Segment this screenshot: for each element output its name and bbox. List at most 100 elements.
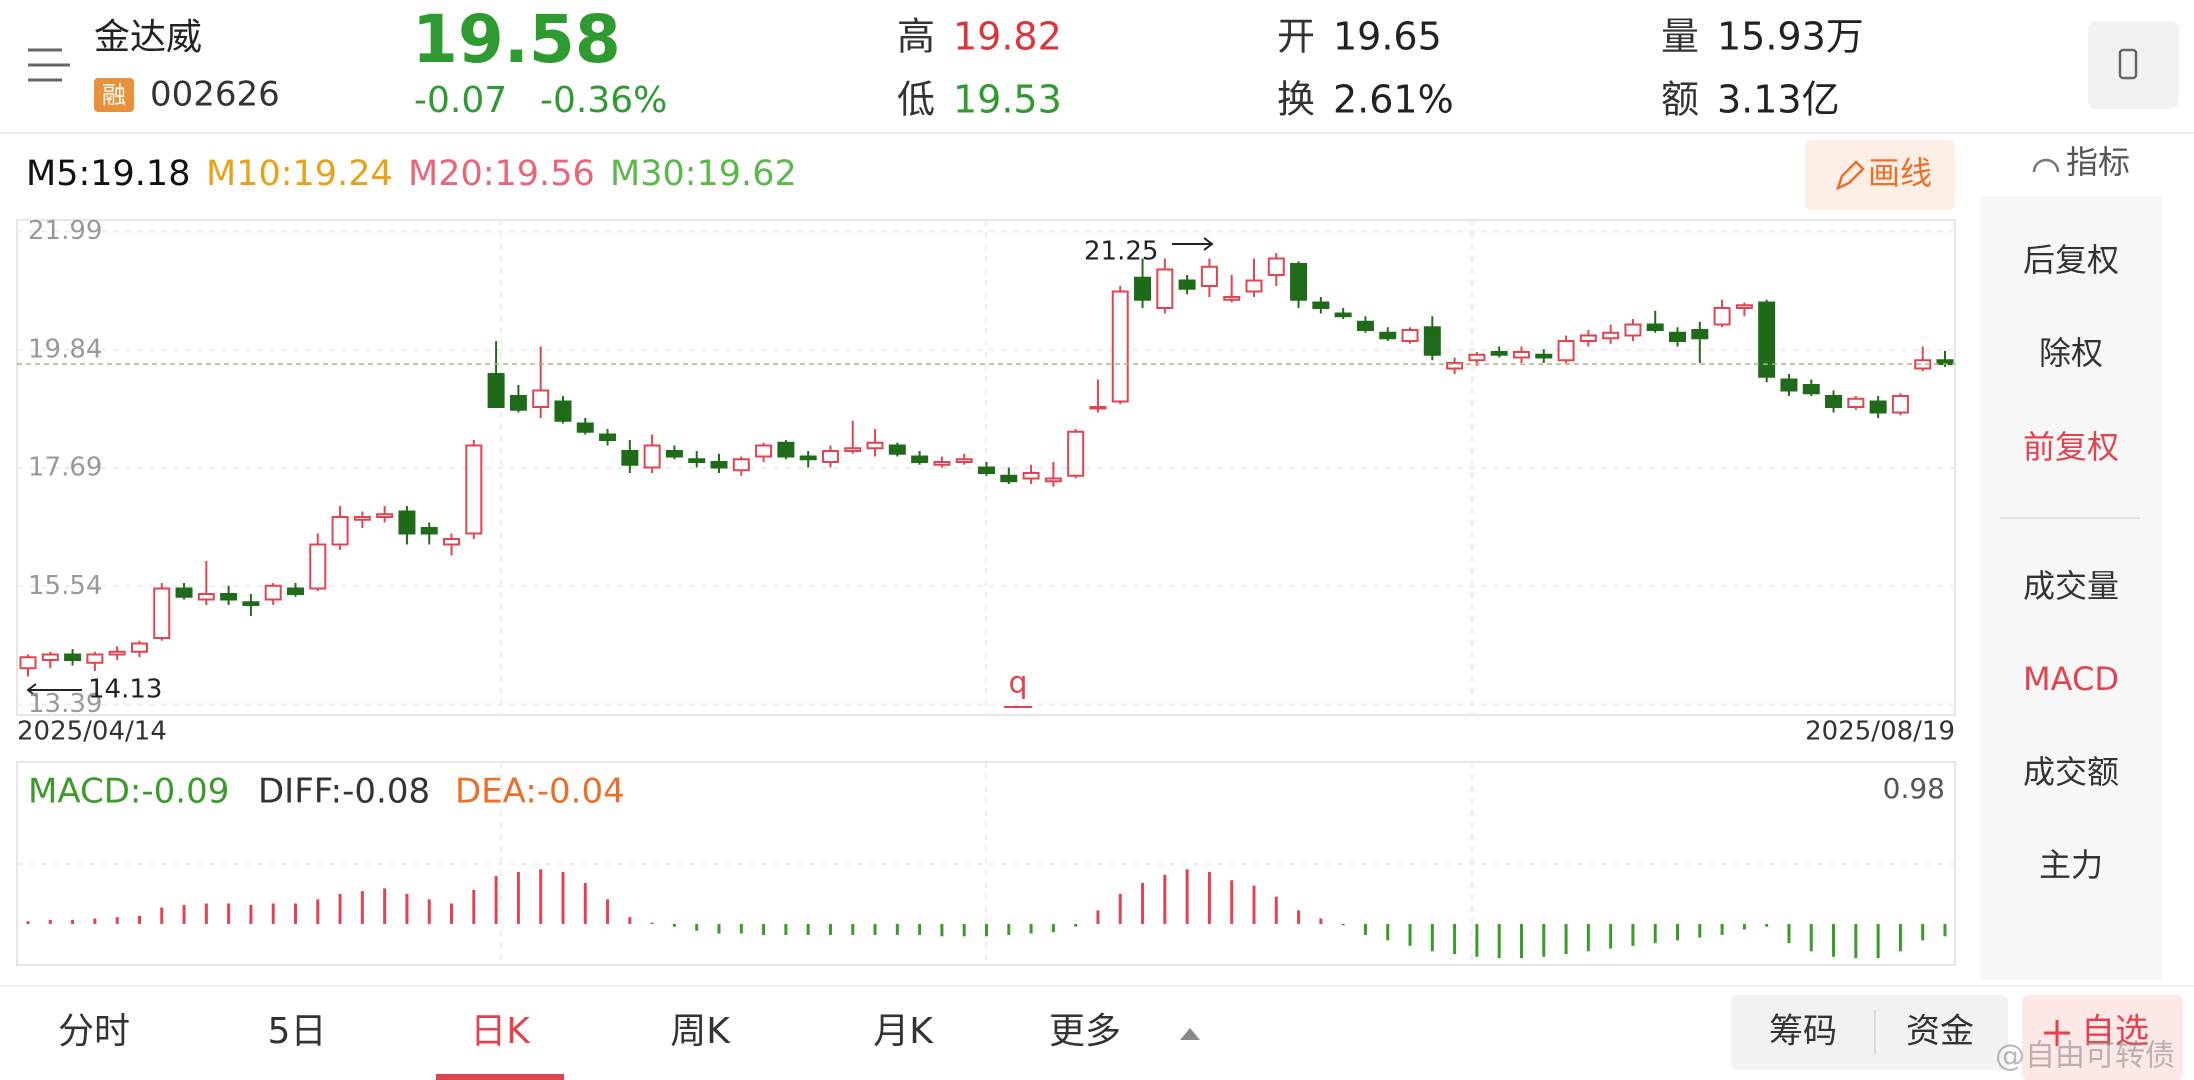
candle-body <box>1312 301 1330 309</box>
device-icon <box>2118 48 2138 80</box>
candle-body <box>1468 353 1486 362</box>
candle-body <box>1379 331 1397 340</box>
min-label: 14.13 <box>88 675 162 705</box>
tab[interactable]: 分时 <box>58 1011 130 1052</box>
side-menu-item[interactable]: MACD <box>2023 660 2119 698</box>
side-menu-item[interactable]: 除权 <box>2039 334 2103 372</box>
candle-body <box>242 601 260 606</box>
candle-body <box>554 400 572 422</box>
stat-value: 19.53 <box>953 78 1062 122</box>
candle-body <box>1735 304 1753 309</box>
tab[interactable]: 更多 <box>1049 1011 1121 1052</box>
candle-body <box>1579 334 1597 342</box>
stat-label: 额 <box>1661 78 1699 122</box>
ma-legend: M20:19.56 <box>408 154 595 194</box>
candle-body <box>264 584 282 601</box>
candle-body <box>710 461 728 469</box>
candle-body <box>1713 307 1731 326</box>
candle-body <box>64 653 82 661</box>
side-menu-item[interactable]: 后复权 <box>2023 241 2119 279</box>
candle-body <box>1245 279 1263 293</box>
device-button[interactable] <box>2088 21 2179 109</box>
candle-body <box>1067 430 1085 477</box>
tab[interactable]: 5日 <box>268 1011 327 1052</box>
y-tick-label: 17.69 <box>28 453 102 483</box>
candle-body <box>955 458 973 463</box>
bottom-button[interactable]: 资金 <box>1906 1012 1974 1052</box>
candle-body <box>1156 268 1174 309</box>
candle-body <box>1869 400 1887 414</box>
bottom-button[interactable]: 筹码 <box>1769 1012 1837 1052</box>
candle-body <box>465 444 483 535</box>
candle-body <box>1847 397 1865 408</box>
stat-label: 高 <box>897 15 935 59</box>
indicator-button[interactable]: 指标 <box>2066 143 2130 181</box>
menu-icon[interactable] <box>28 48 70 82</box>
stat-value: 3.13亿 <box>1717 78 1840 122</box>
candle-body <box>1669 331 1687 342</box>
side-menu-item[interactable]: 成交额 <box>2023 753 2119 791</box>
plus-icon <box>2044 1020 2070 1046</box>
price: 19.58 <box>412 1 621 78</box>
side-menu-item[interactable]: 成交量 <box>2023 567 2119 605</box>
side-panel <box>1980 196 2162 980</box>
candle-body <box>665 450 683 458</box>
candle-body <box>398 510 416 535</box>
more-arrow[interactable] <box>1180 1028 1200 1040</box>
watch-button-bg[interactable] <box>2022 995 2183 1080</box>
draw-button[interactable]: 画线 <box>1868 154 1932 192</box>
candle-body <box>1111 290 1129 403</box>
candle-body <box>755 444 773 458</box>
candle-body <box>732 458 750 472</box>
max-arrow-head <box>1203 237 1214 251</box>
candle-body <box>443 538 461 546</box>
candle-body <box>1178 279 1196 290</box>
candle-body <box>1446 362 1464 370</box>
side-menu-item[interactable]: 主力 <box>2039 846 2103 884</box>
candle-body <box>220 593 238 601</box>
candle-body <box>331 516 349 546</box>
side-menu-item[interactable]: 前复权 <box>2023 428 2119 466</box>
bottom-button[interactable]: 自选 <box>2081 1012 2149 1052</box>
candle-body <box>1290 263 1308 301</box>
tab[interactable]: 周K <box>670 1011 731 1052</box>
candle-body <box>1557 340 1575 362</box>
x-end-label: 2025/08/19 <box>1805 717 1955 747</box>
candle-body <box>821 450 839 463</box>
candle-body <box>1089 406 1107 410</box>
candle-body <box>286 587 304 595</box>
macd-legend: MACD:-0.09 <box>28 772 229 812</box>
y-tick-label: 19.84 <box>28 334 102 364</box>
candle-body <box>420 527 438 535</box>
candle-body <box>19 656 37 670</box>
tab[interactable]: 日K <box>470 1011 531 1052</box>
candle-body <box>1825 395 1843 408</box>
candle-body <box>108 650 126 656</box>
candle-body <box>175 587 193 598</box>
draw-button-bg[interactable] <box>1805 140 1955 210</box>
candle-body <box>1267 257 1285 276</box>
candle-body <box>1535 353 1553 359</box>
candle-body <box>1000 474 1018 483</box>
candle-body <box>1914 359 1932 370</box>
stock-name: 金达威 <box>94 17 202 58</box>
candle-body <box>599 433 617 441</box>
badge-bg <box>94 78 134 112</box>
y-tick-label: 21.99 <box>28 216 102 246</box>
ma-legend: M5:19.18 <box>26 154 190 194</box>
v-grid <box>500 220 1473 965</box>
change-pct: -0.36% <box>540 80 667 121</box>
candle-body <box>1223 296 1241 301</box>
candle-body <box>844 447 862 452</box>
candle-body <box>1646 323 1664 331</box>
candle-body <box>1624 323 1642 337</box>
tab[interactable]: 月K <box>873 1011 934 1052</box>
macd-legend: DIFF:-0.08 <box>258 772 430 812</box>
candle-body <box>1356 320 1374 331</box>
candle-body <box>376 513 394 518</box>
candle-body <box>309 543 327 590</box>
candle-body <box>621 450 639 466</box>
stat-label: 换 <box>1277 78 1315 122</box>
stat-value: 19.65 <box>1333 15 1442 59</box>
